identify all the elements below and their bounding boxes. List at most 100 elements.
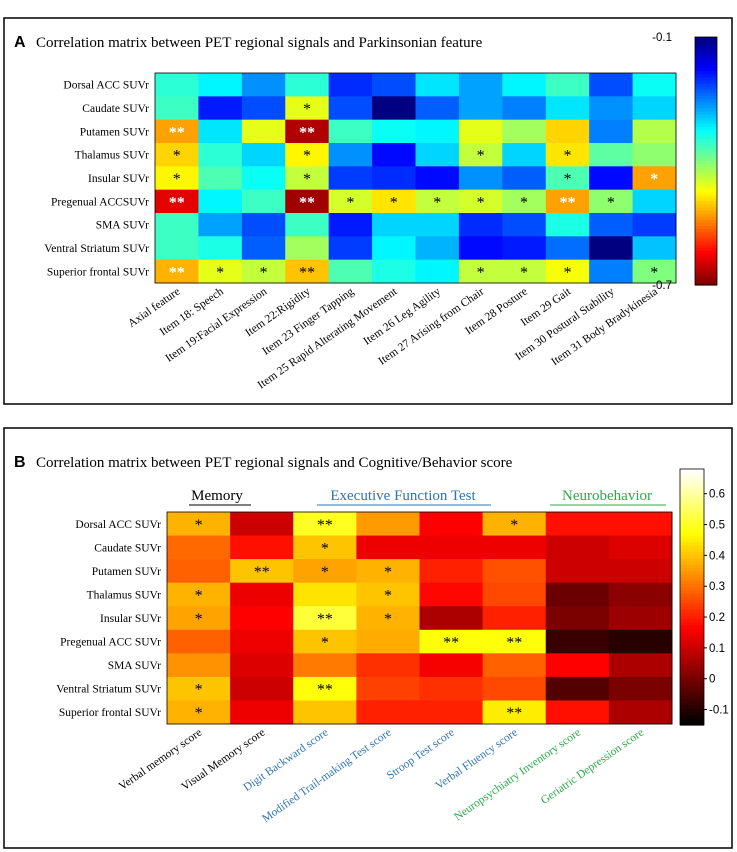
colorbar-segment — [695, 232, 717, 236]
colorbar-segment — [695, 71, 717, 75]
heatmap-cell — [545, 606, 610, 631]
heatmap-cell — [241, 96, 286, 121]
heatmap-cell — [285, 166, 330, 191]
panel-b-group-headers: Memory Executive Function Test Neurobehavi… — [189, 488, 666, 506]
colorbar-segment — [680, 645, 704, 649]
column-label: Geriatric Depression score — [539, 727, 646, 807]
colorbar-segment — [680, 539, 704, 544]
colorbar-segment — [680, 693, 704, 697]
panel-b-label: B — [14, 454, 26, 471]
heatmap-cell — [372, 73, 416, 97]
colorbar-segment — [695, 40, 717, 44]
colorbar-segment — [695, 204, 717, 209]
heatmap-cell — [372, 166, 416, 191]
colorbar-segment — [680, 552, 704, 556]
colorbar-segment — [695, 114, 717, 119]
colorbar-segment — [680, 529, 704, 534]
significance-mark: * — [195, 682, 203, 699]
colorbar-segment — [680, 657, 704, 662]
colorbar-segment — [680, 661, 704, 665]
heatmap-cell — [632, 236, 677, 261]
heatmap-cell — [285, 213, 330, 237]
colorbar-segment — [680, 520, 704, 524]
significance-mark: ** — [317, 517, 333, 534]
heatmap-cell — [545, 676, 610, 701]
heatmap-cell — [155, 189, 199, 214]
panel-a-frame — [3, 17, 733, 405]
colorbar-segment — [695, 130, 717, 134]
significance-mark: * — [321, 564, 329, 581]
heatmap-cell — [545, 119, 590, 144]
significance-mark: * — [650, 264, 658, 281]
heatmap-cell — [482, 559, 547, 584]
heatmap-cell — [230, 606, 294, 631]
panel-a-colorbar: -0.1 -0.7 — [652, 32, 718, 292]
significance-mark: ** — [317, 682, 333, 699]
row-label: SMA SUVr — [108, 660, 161, 672]
heatmap-cell — [608, 700, 673, 725]
group-header: Executive Function Test — [330, 488, 476, 504]
colorbar-segment — [695, 275, 717, 280]
colorbar-segment — [695, 223, 717, 227]
heatmap-cell — [356, 535, 420, 560]
heatmap-cell — [632, 189, 677, 214]
colorbar-segment — [695, 182, 717, 187]
colorbar-segment — [680, 686, 704, 691]
heatmap-cell — [415, 213, 460, 237]
colorbar-segment — [680, 625, 704, 630]
colorbar-segment — [680, 510, 704, 515]
heatmap-cell — [502, 236, 547, 261]
heatmap-cell — [458, 143, 503, 167]
heatmap-cell — [356, 512, 420, 537]
heatmap-cell — [458, 96, 503, 121]
significance-mark: ** — [443, 635, 459, 652]
heatmap-cell — [293, 629, 357, 654]
significance-mark: * — [303, 101, 311, 118]
colorbar-segment — [680, 523, 704, 528]
heatmap-cell — [241, 143, 286, 167]
colorbar-segment — [680, 494, 704, 499]
heatmap-cell — [415, 189, 460, 214]
heatmap-cell — [632, 259, 677, 284]
colorbar-segment — [680, 641, 704, 646]
colorbar-segment — [680, 497, 704, 502]
heatmap-cell — [632, 96, 677, 121]
heatmap-cell — [545, 629, 610, 654]
colorbar-segment — [695, 61, 717, 66]
row-label: Caudate SUVr — [82, 103, 149, 115]
colorbar-segment — [680, 571, 704, 576]
heatmap-cell — [545, 236, 590, 261]
heatmap-cell — [155, 166, 199, 191]
colorbar-segment — [695, 257, 717, 261]
heatmap-cell — [502, 189, 547, 214]
heatmap-cell — [155, 236, 199, 261]
row-label: Superior frontal SUVr — [47, 266, 149, 278]
heatmap-cell — [356, 629, 420, 654]
colorbar-segment — [695, 154, 717, 159]
significance-mark: * — [216, 264, 224, 281]
row-label: Ventral Striatum SUVr — [44, 243, 149, 255]
significance-mark: * — [195, 517, 203, 534]
heatmap-cell — [167, 700, 231, 725]
heatmap-cell — [328, 143, 373, 167]
heatmap-cell — [502, 96, 547, 121]
heatmap-cell — [415, 259, 460, 284]
heatmap-cell — [502, 119, 547, 144]
colorbar-segment — [695, 192, 717, 196]
colorbar-segment — [680, 526, 704, 531]
heatmap-cell — [502, 143, 547, 167]
panel-a-row-labels: Dorsal ACC SUVr Caudate SUVr Putamen SUVr T… — [44, 80, 149, 279]
significance-mark: * — [477, 148, 485, 165]
heatmap-cell — [502, 259, 547, 284]
colorbar-segment — [680, 542, 704, 547]
heatmap-cell — [155, 143, 199, 167]
heatmap-cell — [285, 119, 330, 144]
heatmap-cell — [167, 559, 231, 584]
colorbar-segment — [695, 99, 717, 103]
colorbar-segment — [695, 269, 717, 274]
heatmap-cell — [198, 236, 243, 261]
significance-mark: * — [321, 635, 329, 652]
heatmap-cell — [419, 653, 484, 678]
colorbar-segment — [680, 702, 704, 707]
colorbar-segment — [680, 689, 704, 694]
